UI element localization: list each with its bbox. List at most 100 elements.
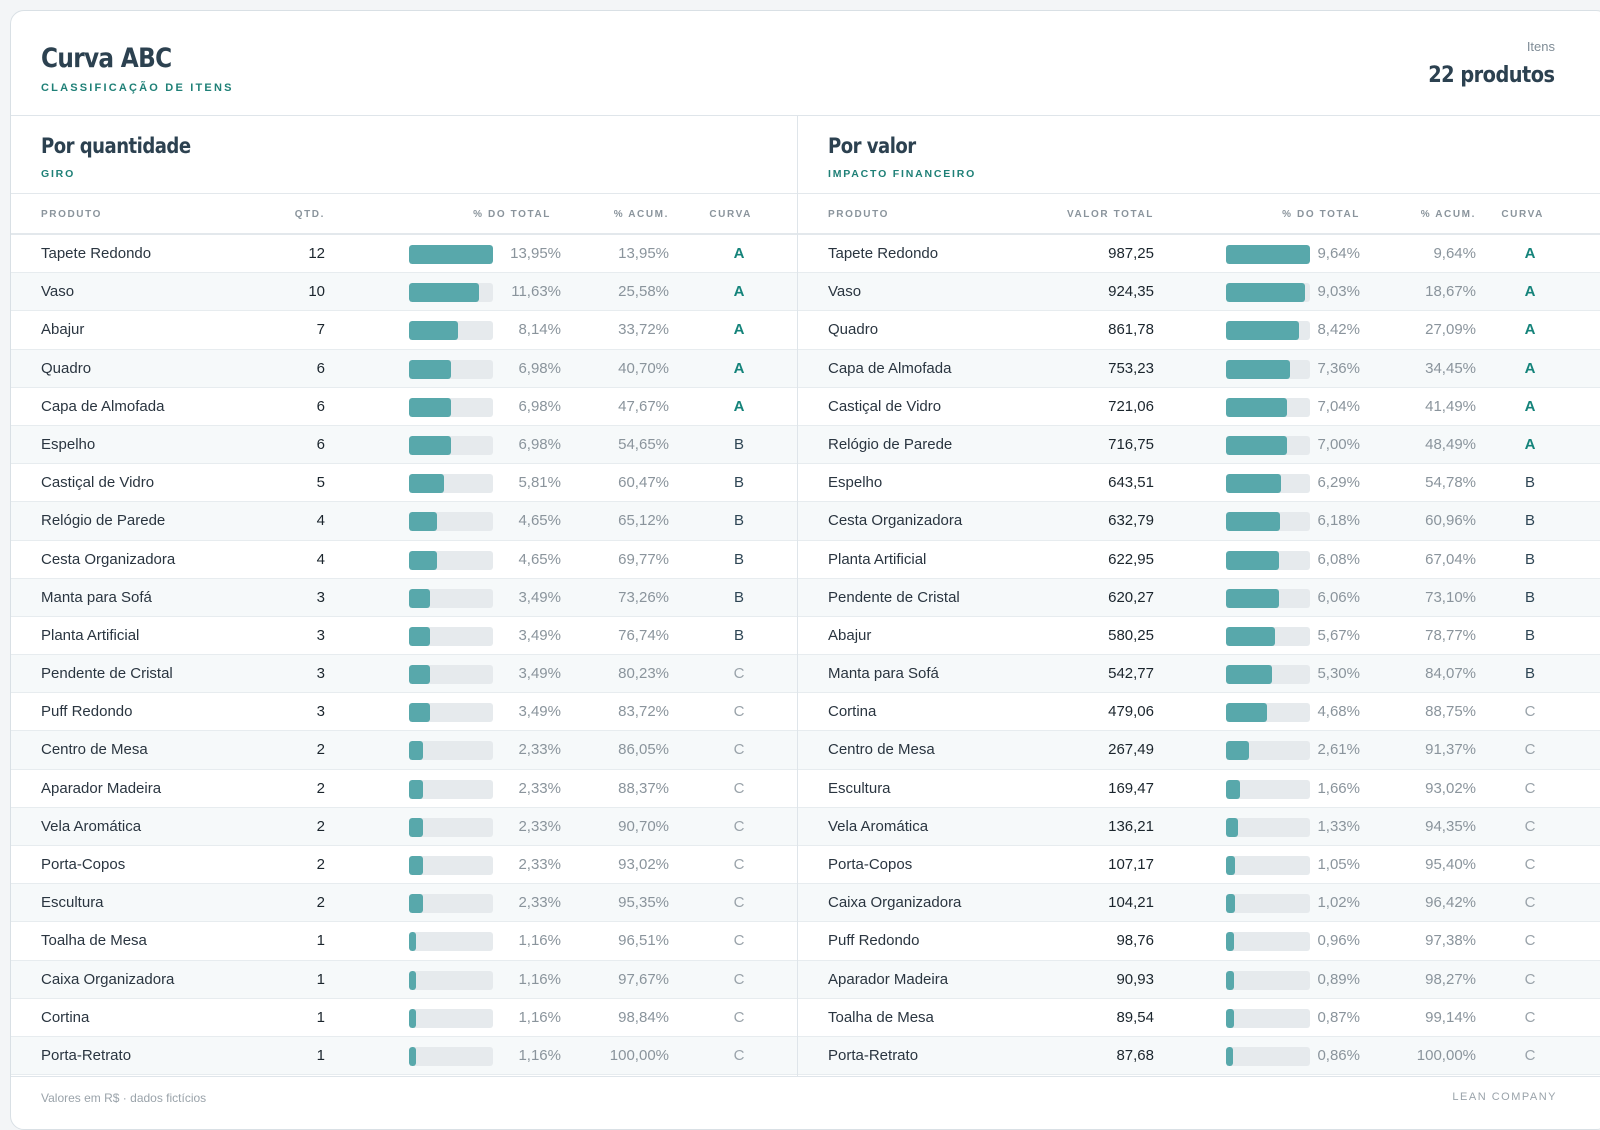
cumulative-percent: 33,72% — [618, 321, 669, 339]
curve-class: B — [1524, 512, 1535, 530]
curve-class: C — [733, 970, 745, 988]
product-value: 3 — [316, 588, 325, 606]
curve-class: C — [733, 1008, 745, 1026]
share-bar-fill — [409, 1008, 416, 1028]
table-row: Capa de Almofada 753,23 7,36% 34,45% A — [798, 349, 1600, 388]
share-percent: 4,68% — [1317, 703, 1360, 721]
product-value: 12 — [308, 245, 325, 262]
card-footer: Valores em R$ · dados fictícios LEAN COM… — [11, 1076, 1600, 1129]
product-name: Vela Aromática — [41, 817, 142, 835]
product-name: Pendente de Cristal — [828, 588, 960, 606]
share-bar — [409, 359, 493, 379]
product-value: 1 — [316, 1008, 325, 1026]
share-bar-fill — [1226, 245, 1310, 264]
table-row: Espelho 6 6,98% 54,65% B — [11, 425, 797, 465]
product-name: Porta-Copos — [41, 856, 126, 873]
table-row: Vela Aromática 136,21 1,33% 94,35% C — [798, 807, 1600, 846]
curve-class: C — [733, 665, 745, 683]
curve-class: C — [1524, 741, 1536, 759]
table-row: Caixa Organizadora 104,21 1,02% 96,42% C — [798, 884, 1600, 923]
product-value: 4 — [316, 512, 325, 530]
share-bar — [1226, 245, 1310, 264]
product-value: 721,06 — [1108, 397, 1154, 415]
share-bar-fill — [1226, 856, 1236, 875]
product-value: 580,25 — [1108, 626, 1154, 644]
product-name: Castiçal de Vidro — [828, 397, 942, 415]
table-row: Abajur 580,25 5,67% 78,77% B — [798, 617, 1600, 656]
table-row: Abajur 7 8,14% 33,72% A — [11, 311, 797, 350]
share-percent: 1,16% — [518, 970, 561, 988]
product-name: Manta para Sofá — [828, 665, 939, 683]
share-percent: 3,49% — [518, 665, 561, 683]
product-name: Escultura — [828, 779, 891, 797]
product-value: 2 — [316, 779, 325, 797]
col-header-curve: CURVA — [709, 209, 752, 220]
panels: Por quantidade GIRO PRODUTO QTD. % DO TO… — [11, 116, 1600, 1076]
cumulative-percent: 40,70% — [618, 359, 669, 377]
table-row: Quadro 6 6,98% 40,70% A — [11, 349, 797, 388]
curve-class: C — [1524, 856, 1536, 873]
share-percent: 6,29% — [1317, 474, 1360, 492]
product-name: Tapete Redondo — [41, 245, 152, 262]
product-value: 987,25 — [1108, 245, 1154, 262]
product-value: 2 — [316, 856, 325, 873]
table-row: Relógio de Parede 716,75 7,00% 48,49% A — [798, 425, 1600, 465]
share-bar-fill — [409, 588, 430, 608]
product-name: Centro de Mesa — [41, 741, 148, 759]
items-count-label: Itens — [1526, 39, 1555, 54]
share-percent: 1,05% — [1317, 856, 1360, 873]
table-row: Castiçal de Vidro 721,06 7,04% 41,49% A — [798, 388, 1600, 426]
product-value: 6 — [316, 435, 325, 453]
table-row: Pendente de Cristal 620,27 6,06% 73,10% B — [798, 578, 1600, 617]
product-value: 479,06 — [1108, 703, 1154, 721]
share-bar-fill — [409, 817, 424, 837]
share-bar — [409, 588, 493, 608]
share-bar — [409, 397, 493, 417]
product-name: Capa de Almofada — [828, 359, 952, 377]
product-value: 924,35 — [1108, 283, 1154, 301]
product-value: 4 — [316, 550, 325, 568]
share-bar — [409, 245, 493, 264]
table-row: Escultura 2 2,33% 95,35% C — [11, 884, 797, 923]
share-percent: 3,49% — [518, 703, 561, 721]
product-value: 104,21 — [1108, 894, 1154, 912]
product-name: Quadro — [41, 359, 92, 377]
curve-class: C — [733, 894, 745, 912]
cumulative-percent: 97,67% — [618, 970, 669, 988]
product-value: 861,78 — [1108, 321, 1154, 339]
share-percent: 2,33% — [518, 779, 561, 797]
share-bar-fill — [409, 856, 424, 875]
col-header-pct: % DO TOTAL — [1282, 209, 1360, 220]
share-percent: 1,16% — [518, 1008, 561, 1026]
cumulative-percent: 73,10% — [1425, 588, 1476, 606]
page-subtitle: CLASSIFICAÇÃO DE ITENS — [41, 82, 234, 94]
cumulative-percent: 86,05% — [618, 741, 669, 759]
share-bar-fill — [409, 779, 424, 799]
value-table-body: Tapete Redondo 987,25 9,64% 9,64% A Vaso 924,3… — [798, 235, 1600, 1076]
table-row: Escultura 169,47 1,66% 93,02% C — [798, 770, 1600, 808]
cumulative-percent: 18,67% — [1425, 283, 1476, 301]
share-bar-fill — [409, 283, 480, 303]
share-bar-fill — [409, 550, 437, 570]
cumulative-percent: 95,40% — [1425, 856, 1476, 873]
share-percent: 0,86% — [1317, 1046, 1360, 1064]
product-value: 753,23 — [1108, 359, 1154, 377]
product-name: Escultura — [41, 894, 104, 912]
product-name: Aparador Madeira — [41, 779, 162, 797]
quantity-panel-header: Por quantidade GIRO — [11, 116, 797, 194]
share-bar — [1226, 741, 1310, 761]
product-name: Planta Artificial — [828, 550, 927, 568]
product-value: 10 — [308, 283, 325, 301]
share-bar — [1226, 1008, 1310, 1028]
share-bar-fill — [1226, 474, 1281, 494]
product-name: Cesta Organizadora — [828, 512, 963, 530]
share-bar-fill — [1226, 512, 1280, 532]
share-bar — [1226, 283, 1310, 303]
product-value: 1 — [316, 932, 325, 950]
product-value: 7 — [316, 321, 325, 339]
product-name: Cortina — [41, 1008, 90, 1026]
col-header-value: VALOR TOTAL — [1066, 209, 1154, 220]
table-row: Centro de Mesa 267,49 2,61% 91,37% C — [798, 731, 1600, 770]
curve-class: C — [1524, 1046, 1536, 1064]
share-bar — [1226, 321, 1310, 341]
